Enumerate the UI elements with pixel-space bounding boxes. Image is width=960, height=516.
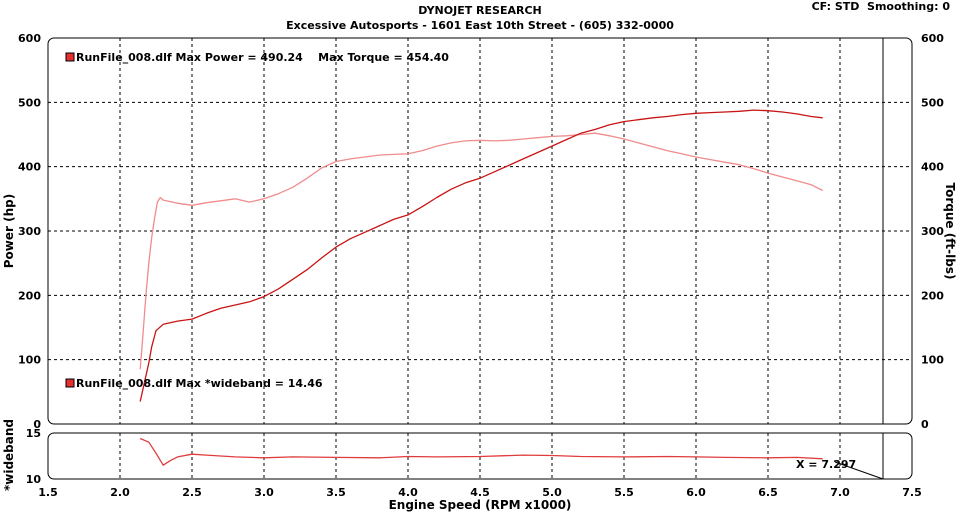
y-tick-label-right: 300 [921,225,944,238]
y-axis-title-left: Power (hp) [2,194,16,268]
wideband-legend-swatch [65,378,75,388]
wideband-line [139,437,823,466]
x-tick-label: 2.0 [110,486,130,499]
x-tick-label: 7.0 [830,486,850,499]
y-axis-title-right: Torque (ft-lbs) [943,183,957,280]
power-legend-swatch [65,52,75,62]
x-ticks: 1.5 2.0 2.5 3.0 3.5 4.0 4.5 5.0 5.5 6.0 6.5 7.0 7.5 [38,486,922,499]
cf-smoothing-info: CF: STD Smoothing: 0 [812,0,951,13]
y-tick-label-left: 400 [18,161,41,174]
y-tick-label-left: 300 [18,225,41,238]
wideband-legend: RunFile_008.dlf Max *wideband = 14.46 [76,377,323,390]
x-tick-label: 3.5 [326,486,346,499]
main-grid [48,38,912,424]
x-tick-label: 5.0 [542,486,562,499]
cursor-readout-leader [834,461,884,480]
wideband-y-tick-label: 10 [26,473,42,486]
y-tick-label-left: 100 [18,354,41,367]
y-ticks-right: 0 100 200 300 400 500 600 [921,32,944,431]
series-layer [139,109,823,402]
x-tick-label: 1.5 [38,486,58,499]
x-tick-label: 3.0 [254,486,274,499]
wideband-axis-title: *wideband [2,419,16,491]
y-ticks-left: 0 100 200 300 400 500 600 [18,32,41,431]
report-subtitle: Excessive Autosports - 1601 East 10th St… [286,19,674,32]
y-tick-label-left: 200 [18,289,41,302]
report-title: DYNOJET RESEARCH [418,4,541,17]
y-tick-label-left: 0 [33,418,41,431]
x-tick-label: 5.5 [614,486,634,499]
x-tick-label: 6.0 [686,486,706,499]
x-tick-label: 2.5 [182,486,202,499]
torque-line [139,132,823,370]
wideband-y-ticks: 10 15 [26,427,42,486]
wideband-series-layer [139,437,823,466]
y-tick-label-right: 400 [921,161,944,174]
wideband-grid [119,433,841,479]
y-tick-label-right: 600 [921,32,944,45]
power-line [139,109,823,402]
wideband-y-tick-label: 15 [26,427,41,440]
y-tick-label-right: 100 [921,354,944,367]
y-tick-label-left: 600 [18,32,41,45]
y-tick-label-right: 500 [921,96,944,109]
x-tick-label: 4.0 [398,486,418,499]
y-tick-label-right: 0 [921,418,929,431]
power-torque-legend: RunFile_008.dlf Max Power = 490.24 Max T… [76,51,449,64]
x-tick-label: 4.5 [470,486,490,499]
y-tick-label-right: 200 [921,289,944,302]
cursor-readout: X = 7.297 [796,458,856,471]
x-tick-label: 7.5 [902,486,922,499]
y-tick-label-left: 500 [18,96,41,109]
x-axis-title: Engine Speed (RPM x1000) [389,498,572,512]
x-tick-label: 6.5 [758,486,778,499]
